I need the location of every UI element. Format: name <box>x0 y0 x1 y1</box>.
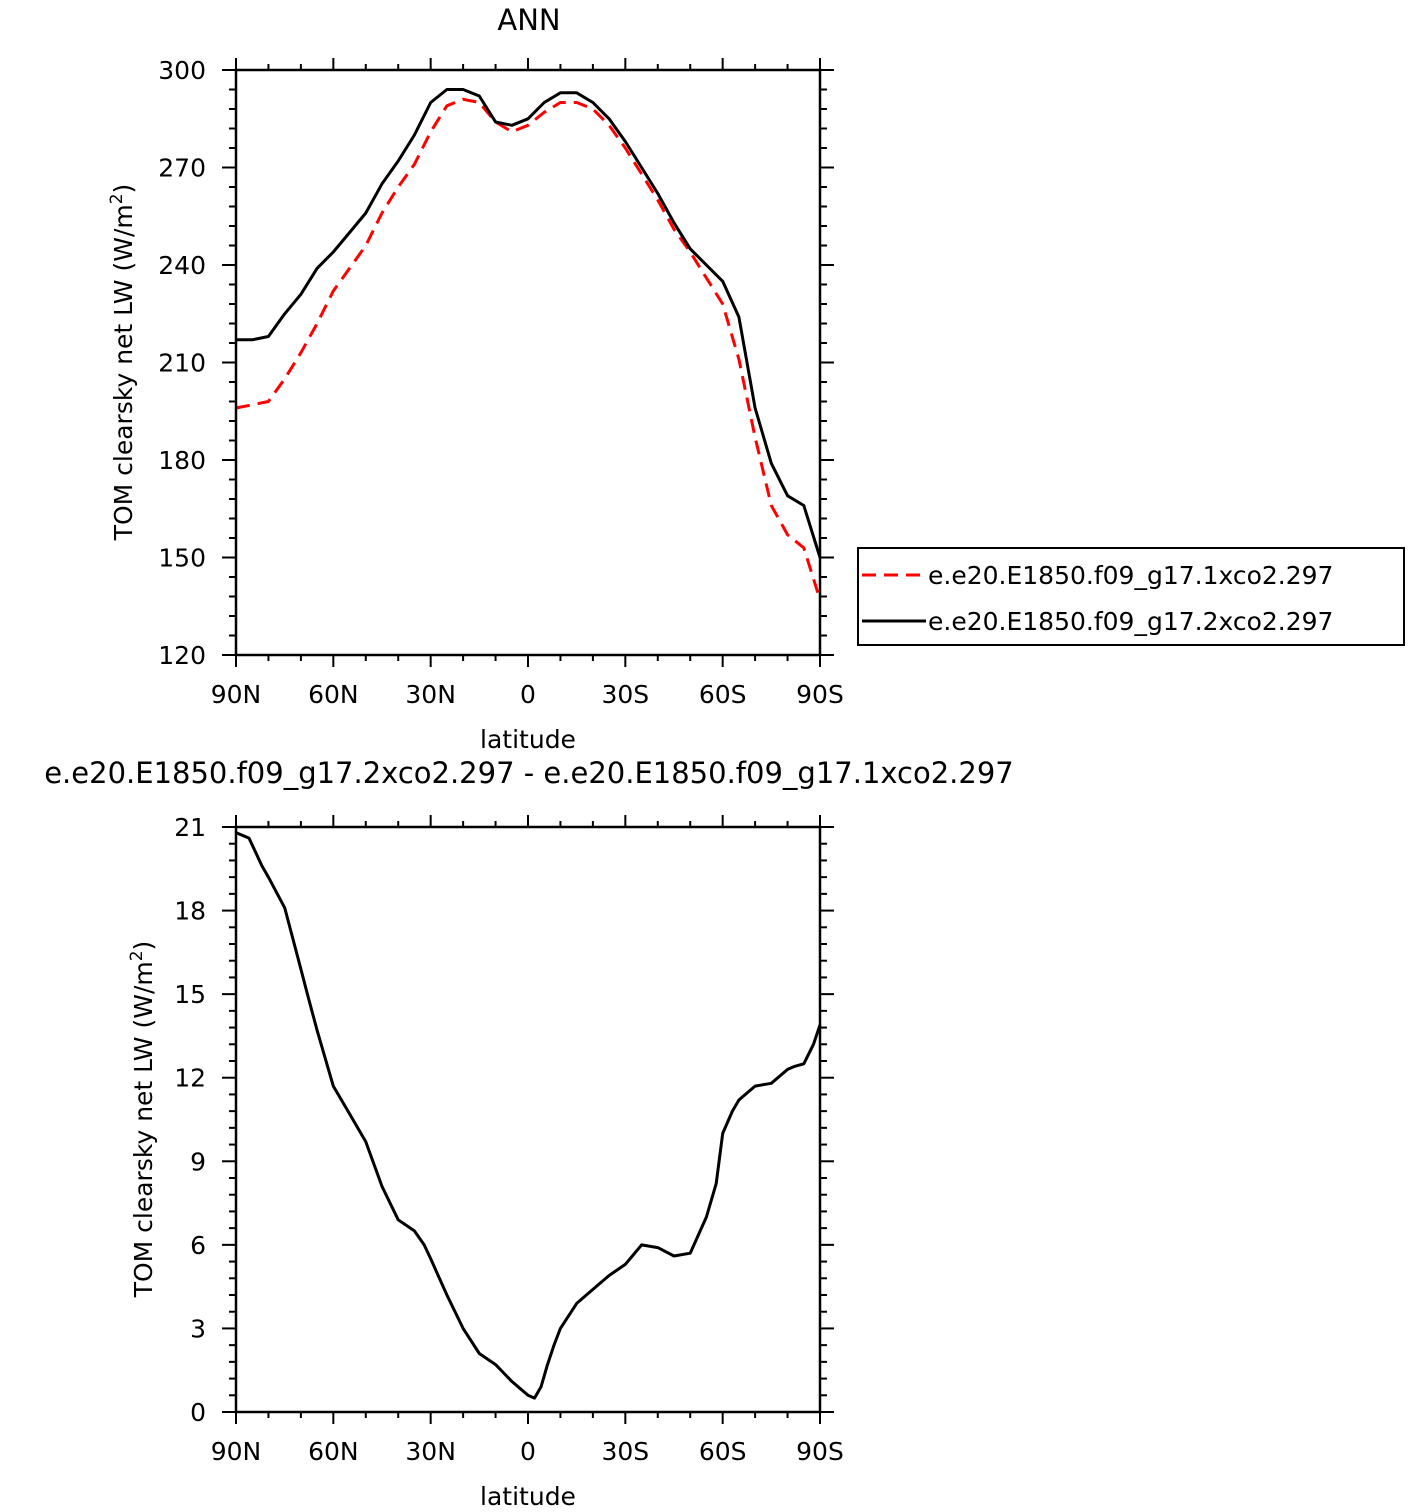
bottom-panel-ylabel-suffix: ) <box>129 941 158 951</box>
x-tick-label: 30N <box>405 1437 456 1466</box>
x-tick-label: 30S <box>601 1437 649 1466</box>
top-panel-ylabel-main: TOM clearsky net LW (W/m <box>109 204 138 541</box>
top-panel-series <box>235 88 822 601</box>
x-tick-label: 90S <box>796 1437 844 1466</box>
y-tick-label: 3 <box>190 1314 206 1343</box>
bottom-panel-tick-labels: 90N 60N 30N 0 30S 60S 90S 0 3 6 9 12 15 18 21 <box>174 813 844 1466</box>
bottom-panel-frame <box>234 825 822 1414</box>
y-tick-label: 150 <box>158 544 206 573</box>
top-panel-ylabel-suffix: ) <box>109 184 138 194</box>
x-tick-label: 30S <box>601 680 649 709</box>
y-tick-label: 12 <box>174 1064 206 1093</box>
x-tick-label: 90N <box>211 1437 262 1466</box>
bottom-panel-ylabel-main: TOM clearsky net LW (W/m <box>129 961 158 1298</box>
x-tick-label: 60N <box>308 680 359 709</box>
y-tick-label: 15 <box>174 980 206 1009</box>
legend-label-2xco2: e.e20.E1850.f09_g17.2xco2.297 <box>928 607 1333 636</box>
bottom-panel-series <box>235 831 822 1400</box>
top-panel-tick-labels: 90N 60N 30N 0 30S 60S 90S 120 150 180 210 240 270 300 <box>158 56 844 709</box>
top-panel-ylabel-sup: 2 <box>107 193 127 204</box>
series-line-2 <box>236 88 822 558</box>
y-tick-label: 9 <box>190 1147 206 1176</box>
y-tick-label: 240 <box>158 251 206 280</box>
x-tick-label: 60S <box>699 680 747 709</box>
y-tick-label: 0 <box>190 1398 206 1427</box>
x-tick-label: 30N <box>405 680 456 709</box>
top-panel-title: ANN <box>497 3 560 37</box>
top-panel-ylabel: TOM clearsky net LW (W/m2) <box>107 184 138 542</box>
y-tick-label: 6 <box>190 1231 206 1260</box>
y-tick-label: 180 <box>158 446 206 475</box>
bottom-panel-ylabel-sup: 2 <box>127 950 147 961</box>
top-panel-frame <box>234 68 822 657</box>
x-tick-label: 60N <box>308 1437 359 1466</box>
series-line-1 <box>235 831 822 1400</box>
y-tick-label: 18 <box>174 897 206 926</box>
x-tick-label: 0 <box>520 1437 536 1466</box>
y-tick-label: 21 <box>174 813 206 842</box>
x-tick-label: 90N <box>211 680 262 709</box>
series-line-1 <box>235 97 822 601</box>
legend-box <box>857 547 1405 646</box>
top-panel: ANN 90N 60N 30N 0 30S 60S 90S 120 150 180 210 240 27… <box>107 3 844 754</box>
legend: e.e20.E1850.f09_g17.1xco2.297 e.e20.E185… <box>857 547 1405 646</box>
legend-label-1xco2: e.e20.E1850.f09_g17.1xco2.297 <box>928 561 1333 590</box>
top-panel-ticks <box>222 58 834 667</box>
bottom-panel-ticks <box>222 815 834 1424</box>
x-tick-label: 0 <box>520 680 536 709</box>
y-tick-label: 120 <box>158 641 206 670</box>
y-tick-label: 300 <box>158 56 206 85</box>
top-panel-xlabel: latitude <box>480 725 576 754</box>
x-tick-label: 60S <box>699 1437 747 1466</box>
y-tick-label: 270 <box>158 154 206 183</box>
y-tick-label: 210 <box>158 349 206 378</box>
bottom-panel-xlabel: latitude <box>480 1482 576 1511</box>
bottom-panel-title: e.e20.E1850.f09_g17.2xco2.297 - e.e20.E1… <box>44 756 1014 790</box>
x-tick-label: 90S <box>796 680 844 709</box>
bottom-panel-ylabel: TOM clearsky net LW (W/m2) <box>127 941 158 1299</box>
bottom-panel: e.e20.E1850.f09_g17.2xco2.297 - e.e20.E1… <box>44 756 1014 1511</box>
